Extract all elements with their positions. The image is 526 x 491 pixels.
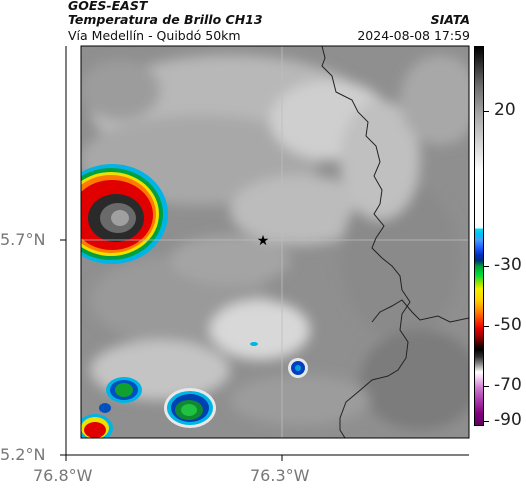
department-border-east bbox=[371, 299, 469, 323]
agency-label: SIATA bbox=[430, 12, 470, 27]
colorbar-label-minus50: -50 bbox=[494, 315, 522, 335]
colorbar-label-minus30: -30 bbox=[494, 255, 522, 275]
colorbar-label-20: 20 bbox=[494, 100, 516, 120]
colorbar-label-minus90: -90 bbox=[494, 410, 522, 430]
location-star-icon: ★ bbox=[257, 233, 270, 249]
convective-cell-south bbox=[164, 388, 216, 428]
brightness-temperature-field bbox=[81, 46, 469, 438]
product-title: Temperatura de Brillo CH13 bbox=[68, 12, 263, 27]
department-border bbox=[321, 46, 411, 438]
colorbar-tick bbox=[484, 386, 489, 387]
colorbar-tick bbox=[484, 421, 489, 422]
convective-cell-west bbox=[81, 164, 168, 264]
lat-label-5-7n: 5.7°N bbox=[0, 230, 46, 249]
colorbar-label-minus70: -70 bbox=[494, 375, 522, 395]
convective-cell-central bbox=[250, 342, 308, 378]
colorbar-tick bbox=[484, 326, 489, 327]
lon-label-76-3w: 76.3°W bbox=[250, 466, 310, 485]
map-frame bbox=[80, 45, 470, 439]
timestamp-label: 2024-08-08 17:59 bbox=[357, 28, 470, 43]
lat-label-5-2n: 5.2°N bbox=[0, 445, 46, 464]
colorbar bbox=[474, 46, 484, 426]
convective-cell-southwest bbox=[81, 377, 142, 438]
colorbar-tick bbox=[484, 111, 489, 112]
satellite-name: GOES-EAST bbox=[68, 0, 148, 13]
lon-label-76-8w: 76.8°W bbox=[33, 466, 93, 485]
route-subtitle: Vía Medellín - Quibdó 50km bbox=[68, 28, 241, 43]
colorbar-tick bbox=[484, 266, 489, 267]
